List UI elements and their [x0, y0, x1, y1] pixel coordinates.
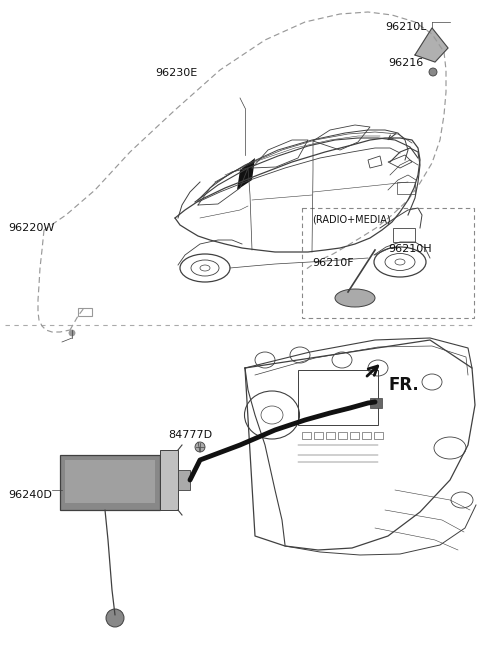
- Bar: [338, 432, 347, 439]
- Text: 96240D: 96240D: [8, 490, 52, 500]
- Circle shape: [106, 609, 124, 627]
- Bar: [362, 432, 371, 439]
- Circle shape: [429, 68, 437, 76]
- Circle shape: [69, 330, 75, 336]
- Text: 96220W: 96220W: [8, 223, 54, 233]
- Bar: [350, 432, 359, 439]
- Bar: [65, 460, 155, 503]
- Ellipse shape: [374, 247, 426, 277]
- Text: 96210L: 96210L: [385, 22, 427, 32]
- Bar: [370, 398, 382, 408]
- Bar: [302, 208, 474, 318]
- Text: 96210F: 96210F: [312, 258, 354, 268]
- Ellipse shape: [335, 289, 375, 307]
- Text: 84777D: 84777D: [168, 430, 212, 440]
- Bar: [160, 450, 178, 510]
- Text: 96216: 96216: [388, 58, 423, 68]
- Text: FR.: FR.: [388, 376, 419, 394]
- Bar: [302, 432, 311, 439]
- Bar: [326, 432, 335, 439]
- Ellipse shape: [180, 254, 230, 282]
- Text: (RADIO+MEDIA): (RADIO+MEDIA): [312, 214, 391, 224]
- Bar: [374, 432, 383, 439]
- Bar: [397, 182, 415, 194]
- Bar: [314, 432, 323, 439]
- Polygon shape: [415, 28, 448, 62]
- Bar: [78, 308, 92, 316]
- Bar: [298, 370, 378, 425]
- Bar: [60, 455, 160, 510]
- Text: 96230E: 96230E: [155, 68, 197, 78]
- Bar: [178, 470, 190, 490]
- Text: 96210H: 96210H: [388, 244, 432, 254]
- Circle shape: [195, 442, 205, 452]
- Bar: [393, 228, 415, 242]
- Polygon shape: [237, 158, 255, 190]
